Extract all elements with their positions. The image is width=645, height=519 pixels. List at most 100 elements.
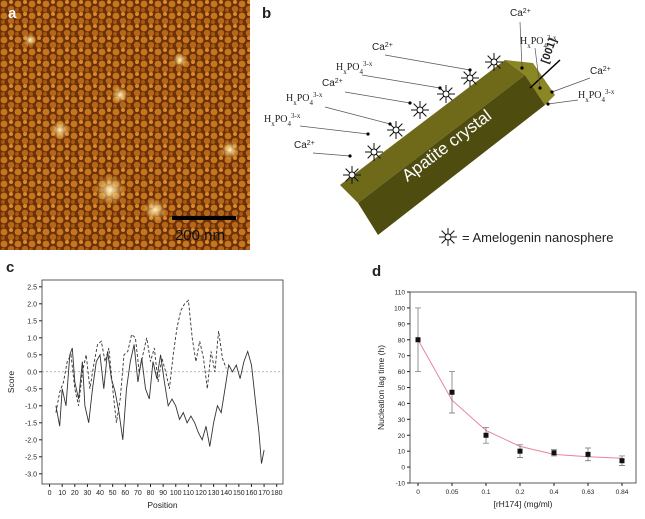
plot-frame <box>41 279 284 485</box>
x-tick-label: 80 <box>147 490 155 497</box>
x-tick-label: 0.1 <box>481 489 490 496</box>
y-tick-label: 20 <box>398 433 406 440</box>
ion-pointer <box>344 91 411 104</box>
legend-label: = Amelogenin nanosphere <box>462 230 613 245</box>
ion-pointer <box>534 47 541 89</box>
x-tick-label: 180 <box>271 490 283 497</box>
x-axis-title: Position <box>147 500 178 510</box>
ion-label-part: 4 <box>544 42 548 50</box>
nanosphere <box>437 85 455 103</box>
ion-label-part: x <box>271 120 275 128</box>
ion-dot <box>520 66 524 70</box>
nanosphere <box>461 69 479 87</box>
ion-dot <box>546 102 550 106</box>
x-tick-label: 160 <box>246 490 258 497</box>
x-tick-label: 20 <box>71 490 79 497</box>
ion-pointer <box>299 125 369 135</box>
point <box>551 450 557 456</box>
nanosphere-core <box>490 58 498 66</box>
ion-label: HxPO43-x <box>578 88 615 104</box>
y-tick-label: -2.0 <box>25 437 37 444</box>
y-tick-label: 0.0 <box>27 369 37 376</box>
ion-label-part: x <box>343 68 347 76</box>
ion-label-part: PO <box>297 93 310 104</box>
ion-label-part: x <box>527 42 531 50</box>
ion-pointer <box>547 99 579 105</box>
ion-dot <box>438 86 442 90</box>
ion-label: HxPO43-x <box>520 34 557 50</box>
point <box>449 389 455 395</box>
ion-label-part: x <box>585 96 589 104</box>
y-axis-title: Score <box>6 371 16 393</box>
ion-dot <box>538 86 542 90</box>
y-tick-label: 1.5 <box>27 318 37 325</box>
x-tick-label: 0.05 <box>446 489 459 496</box>
nanosphere-core <box>444 233 452 241</box>
y-tick-label: -3.0 <box>25 471 37 478</box>
ion-label-part: H <box>578 90 585 101</box>
point <box>483 432 489 438</box>
x-tick-label: 0.63 <box>582 489 595 496</box>
x-tick-label: 30 <box>84 490 92 497</box>
nanosphere-core <box>416 106 424 114</box>
crystal <box>340 60 555 235</box>
x-tick-label: 130 <box>208 490 220 497</box>
ion-label: Ca2+ <box>510 8 531 20</box>
y-tick-label: 1.0 <box>27 335 37 342</box>
y-tick-label: 60 <box>398 369 406 376</box>
afm-image <box>0 0 250 250</box>
nanosphere <box>411 101 429 119</box>
y-axis-title: Nucleation lag time (h) <box>376 345 386 430</box>
ion-label-part: Ca <box>322 78 335 89</box>
nanosphere <box>387 121 405 139</box>
x-tick-label: 40 <box>96 490 104 497</box>
ion-label-part: 3-x <box>291 112 301 120</box>
ion-label-part: 3-x <box>313 91 323 99</box>
x-tick-label: 50 <box>109 490 117 497</box>
ion-pointer <box>324 106 391 125</box>
nanosphere-core <box>442 90 450 98</box>
ion-label-part: Ca <box>372 42 385 53</box>
ion-label-part: Ca <box>590 66 603 77</box>
point <box>415 337 421 343</box>
y-tick-label: 100 <box>394 305 405 312</box>
nanosphere-core <box>370 148 378 156</box>
nanosphere <box>343 166 361 184</box>
point <box>619 458 625 464</box>
x-tick-label: 0.2 <box>515 489 524 496</box>
x-tick-label: 140 <box>220 490 232 497</box>
ion-pointer <box>384 54 471 71</box>
ion-label-part: 2+ <box>523 8 531 15</box>
nanosphere-core <box>348 171 356 179</box>
y-tick-label: -1.5 <box>25 420 37 427</box>
ion-label-part: 2+ <box>335 78 343 85</box>
ion-label-part: 2+ <box>603 66 611 73</box>
x-tick-label: 90 <box>159 490 167 497</box>
x-tick-label: 0.84 <box>616 489 629 496</box>
ion-label-part: 3-x <box>363 60 373 68</box>
ion-label-part: PO <box>347 62 360 73</box>
y-tick-label: 0.5 <box>27 352 37 359</box>
x-axis-title: [rH174] (mg/ml) <box>493 499 552 509</box>
x-tick-label: 0 <box>48 490 52 497</box>
ion-pointer <box>361 74 441 89</box>
nanosphere-core <box>466 74 474 82</box>
x-tick-label: 60 <box>121 490 129 497</box>
y-tick-label: 80 <box>398 337 406 344</box>
series-line <box>55 299 227 423</box>
y-tick-label: -0.5 <box>25 386 37 393</box>
x-tick-label: 110 <box>183 490 194 497</box>
ion-label-part: PO <box>275 114 288 125</box>
ion-label-part: 2+ <box>307 140 315 147</box>
ion-label-part: Ca <box>294 140 307 151</box>
nanosphere <box>485 53 503 71</box>
panel-label: a <box>8 5 17 22</box>
point <box>585 451 591 457</box>
ion-label: HxPO43-x <box>336 60 373 76</box>
y-tick-label: 50 <box>398 385 406 392</box>
ion-label-part: 4 <box>602 96 606 104</box>
y-tick-label: 2.5 <box>27 284 37 291</box>
ion-label: Ca2+ <box>372 42 393 54</box>
